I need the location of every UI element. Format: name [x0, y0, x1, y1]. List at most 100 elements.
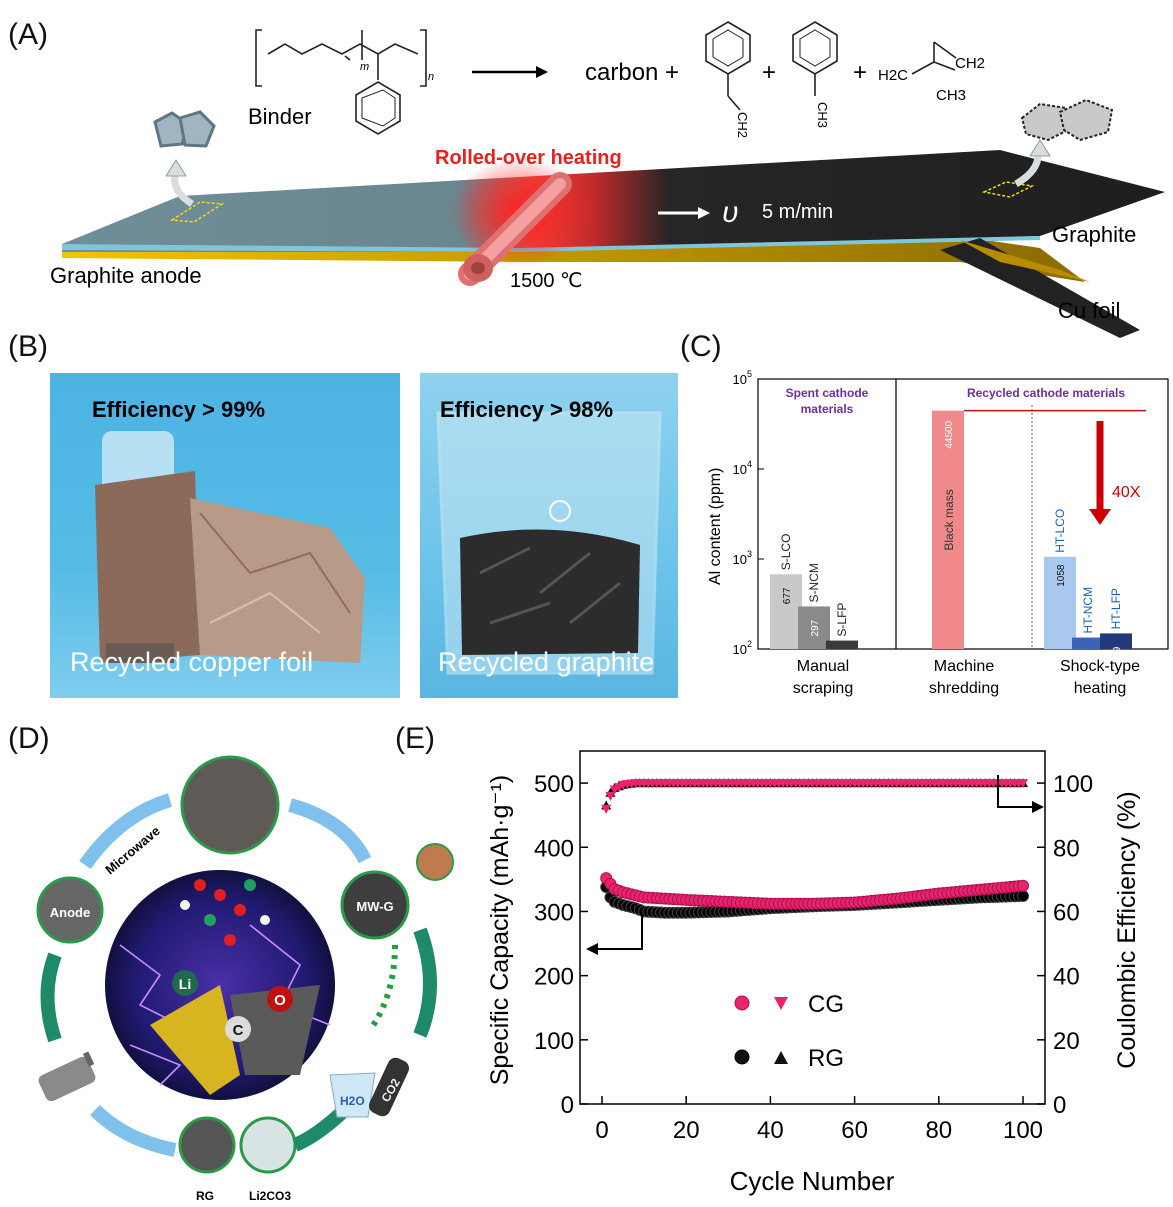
- h2o-label: H2O: [340, 1094, 365, 1108]
- chart-e-right-axis: 0 20 40 60 80 100: [1037, 771, 1093, 1119]
- fold-arrowhead: [1089, 509, 1111, 525]
- o-atom: [267, 986, 293, 1012]
- chart-e-xlabel: Cycle Number: [730, 1166, 895, 1196]
- mwg-label: MW-G: [356, 899, 393, 914]
- h2o-beaker-icon: [329, 1072, 376, 1118]
- panel-label-d: (D): [8, 722, 50, 755]
- e-left-tick-label: 200: [534, 964, 574, 991]
- chart-c-bars: 677 S-LCO 297 S-NCM 124 S-LFP 44500 Black mass 1…: [770, 409, 1146, 671]
- ch3-label-2: CH3: [936, 87, 966, 104]
- velocity-value: 5 m/min: [762, 201, 833, 223]
- reaction-arrowhead: [536, 66, 548, 78]
- cycle-circles: [36, 755, 454, 1174]
- electrode-sheet: [62, 150, 1165, 252]
- heating-label: Rolled-over heating: [435, 147, 622, 169]
- c-bar-value-label: 677: [782, 587, 793, 604]
- cycling-performance-chart: 0 100 200 300 400 500 0 20 40 60 80 100 0 20 40 60 80 1…: [486, 750, 1141, 1196]
- copper-foil-photo: Efficiency > 99% Recycled copper foil: [50, 373, 400, 698]
- e-right-tick-label: 0: [1053, 1092, 1066, 1119]
- binder-structure: [255, 29, 427, 135]
- c-bar-s-lfp: [826, 640, 858, 649]
- graphite-caption: Recycled graphite: [438, 647, 655, 677]
- c-bar-name-label: HT-LFP: [1109, 588, 1123, 629]
- graphite-photo: Efficiency > 98% Recycled graphite: [420, 373, 678, 698]
- c-bar-name-label: Black mass: [942, 489, 956, 550]
- c-atom: [225, 1016, 251, 1042]
- c-bar-s-lco: [770, 574, 802, 649]
- e-right-tick-label: 20: [1053, 1028, 1080, 1055]
- e-x-tick-label: 20: [673, 1117, 700, 1144]
- chart-e-y2label: Coulombic Efficiency (%): [1113, 791, 1141, 1068]
- c-bar-name-label: S-LFP: [835, 603, 849, 637]
- c-bar-value-label: 149: [1112, 646, 1123, 663]
- chart-c-categories: Manual scraping Machine shredding Shock-type…: [793, 658, 1140, 697]
- c-bar-value-label: 124: [838, 653, 849, 670]
- legend-rg-circle: [734, 1049, 750, 1065]
- crystal-lattice: [180, 879, 270, 946]
- copper-efficiency-label: Efficiency > 99%: [92, 397, 266, 422]
- e-x-tick-label: 40: [757, 1117, 784, 1144]
- polymer-subscript-m: m: [360, 61, 369, 73]
- e-left-tick-label: 400: [534, 835, 574, 862]
- c-ytick-label: 103: [733, 549, 752, 567]
- e-left-tick-label: 100: [534, 1028, 574, 1055]
- rg-label: RG: [196, 1189, 214, 1203]
- product-carbon: carbon +: [585, 59, 679, 86]
- c-category-label: shredding: [929, 680, 999, 697]
- panel-a-figure: m n Binder carbon + CH2 + CH3 + H2C CH2 …: [50, 21, 1165, 338]
- c-ytick-label: 102: [733, 639, 752, 657]
- ch2-label-2: CH2: [955, 55, 985, 72]
- arrow-mwg-to-co2: [413, 927, 437, 1038]
- anode-label: Anode: [50, 905, 90, 920]
- al-content-chart: Al content (ppm) Spent cathode materials…: [707, 369, 1169, 697]
- legend-rg-triangle: [774, 1051, 788, 1064]
- c-bar-value-label: 1058: [1056, 564, 1067, 587]
- peeled-copper: [960, 240, 1090, 282]
- e-point: [1017, 890, 1029, 903]
- copper-foil-drawing: [95, 431, 365, 663]
- arrow-rg-to-battery: [90, 1104, 177, 1157]
- section-title-spent-line2: materials: [801, 402, 854, 416]
- pentagon-icon: [153, 110, 216, 148]
- chart-e-x-axis: 0 20 40 60 80 100: [595, 1096, 1043, 1144]
- li2co3-label: Li2CO3: [249, 1189, 291, 1203]
- isoprene-structure: [911, 41, 957, 75]
- velocity-arrowhead: [698, 207, 710, 219]
- e-right-tick-label: 100: [1053, 771, 1093, 798]
- c-bar-value-label: 44500: [944, 420, 955, 448]
- c-category-label: heating: [1074, 680, 1127, 697]
- arrow-top-to-mwg: [288, 798, 372, 864]
- heating-roller: [458, 172, 572, 286]
- e-series-cg-efficiency: [601, 779, 1028, 814]
- legend-cg-circle: [734, 995, 750, 1011]
- left-axis-indicator: [594, 915, 643, 950]
- c-bar-ht-ncm: [1072, 637, 1104, 649]
- chart-c-yticks: 102 103 104 105: [733, 369, 764, 657]
- e-left-tick-label: 0: [561, 1092, 574, 1119]
- temperature-label: 1500 ℃: [510, 270, 583, 292]
- arrow-battery-to-anode: [40, 952, 62, 1043]
- gold-sheet: [150, 985, 240, 1095]
- e-point: [605, 791, 616, 801]
- e-point: [1018, 779, 1028, 789]
- li-label: Li: [179, 976, 191, 992]
- e-point: [601, 804, 612, 814]
- c-ytick-label: 104: [733, 459, 752, 477]
- c-bar-value-label: 297: [810, 619, 821, 636]
- c-bar-black-mass: [932, 410, 964, 649]
- e-x-tick-label: 0: [595, 1117, 608, 1144]
- product-plus-1: +: [762, 59, 776, 86]
- legend-cg-label: CG: [808, 991, 844, 1018]
- graphite-label: Graphite: [1052, 222, 1136, 247]
- peeled-graphite: [940, 238, 1140, 338]
- h2c-label: H2C: [878, 67, 908, 84]
- c-bar-value-label: 134: [1084, 650, 1095, 667]
- copper-caption: Recycled copper foil: [70, 647, 314, 677]
- e-left-tick-label: 300: [534, 899, 574, 926]
- e-right-tick-label: 60: [1053, 899, 1080, 926]
- e-x-tick-label: 60: [841, 1117, 868, 1144]
- ch3-label-1: CH3: [815, 102, 830, 128]
- product-plus-2: +: [853, 59, 867, 86]
- c-bar-ht-lco: [1044, 556, 1076, 649]
- section-title-recycled: Recycled cathode materials: [967, 386, 1125, 400]
